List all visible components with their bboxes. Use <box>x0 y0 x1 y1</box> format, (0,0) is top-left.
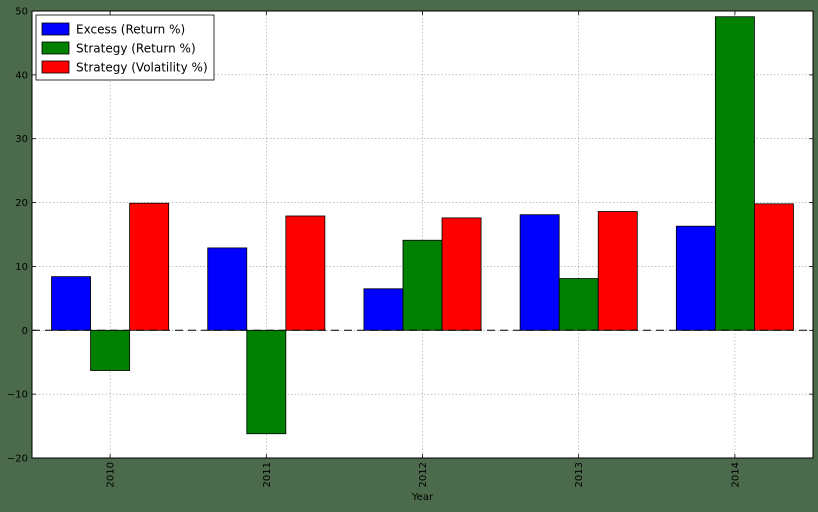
bar-2011-s2 <box>285 215 326 331</box>
y-tick-label: 50 <box>15 7 28 18</box>
bar-2012-s2 <box>441 217 482 331</box>
legend-label: Strategy (Volatility %) <box>76 61 208 75</box>
x-tick-label: 2010 <box>106 462 117 487</box>
x-tick-label: 2013 <box>574 462 585 487</box>
bars <box>51 16 794 435</box>
legend-swatch <box>41 41 70 55</box>
y-tick-label: −20 <box>7 454 28 465</box>
y-tick-label: 30 <box>15 134 28 145</box>
bar-2010-s1 <box>90 329 131 371</box>
bar-2014-s1 <box>714 16 755 331</box>
tick-labels: −20 −10 0 10 20 30 40 50 2010 2011 2012 2013 2014 <box>7 7 742 488</box>
legend: Excess (Return %) Strategy (Return %) Stra… <box>35 14 215 81</box>
bar-2011-s0 <box>207 247 248 331</box>
y-tick-label: −10 <box>7 390 28 401</box>
y-tick-label: 40 <box>15 70 28 81</box>
y-tick-label: 0 <box>22 326 28 337</box>
x-tick-label: 2012 <box>418 462 429 487</box>
bar-2011-s1 <box>246 329 287 435</box>
y-tick-label: 20 <box>15 198 28 209</box>
axis-ticks <box>32 10 813 459</box>
bar-2012-s0 <box>363 288 404 331</box>
legend-label: Strategy (Return %) <box>76 42 196 56</box>
x-tick-label: 2014 <box>730 462 741 487</box>
y-tick-label: 10 <box>15 262 28 273</box>
legend-label: Excess (Return %) <box>76 23 185 37</box>
legend-swatch <box>41 60 70 74</box>
bar-2013-s2 <box>597 211 638 331</box>
bar-2014-s0 <box>675 225 716 331</box>
bar-2013-s1 <box>558 278 599 331</box>
bar-2010-s0 <box>51 276 91 331</box>
bar-2013-s0 <box>519 214 560 331</box>
bar-2010-s2 <box>129 202 170 331</box>
bar-2014-s2 <box>754 203 794 331</box>
bar-2012-s1 <box>402 239 443 331</box>
x-axis-label: Year <box>411 492 434 503</box>
x-tick-label: 2011 <box>262 462 273 487</box>
legend-swatch <box>41 22 70 36</box>
